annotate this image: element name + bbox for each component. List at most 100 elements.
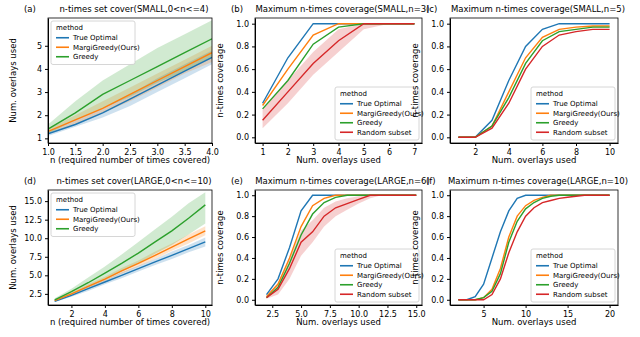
x-tick: 15.0 — [408, 305, 426, 319]
legend-swatch — [56, 228, 69, 230]
legend-label: True Optimal — [72, 206, 118, 214]
y-axis-title: n-times coverage — [215, 210, 225, 284]
x-axis-line — [256, 305, 423, 306]
y-tick: 0.0 — [236, 133, 255, 142]
panel-label: (e) — [231, 176, 243, 186]
y-tick: 0.6 — [431, 233, 450, 242]
x-tick-label: 12.5 — [379, 310, 397, 319]
panel: 51015200.00.20.40.60.81.0Maximum n-times… — [410, 176, 628, 327]
y-tick-label: 1 — [37, 134, 42, 143]
y-tick-mark — [447, 115, 450, 116]
y-axis-title: n-times coverage — [410, 210, 420, 284]
x-tick-label: 10 — [605, 148, 615, 157]
y-tick: 0.6 — [236, 65, 255, 74]
y-tick: 0.4 — [236, 254, 255, 263]
x-tick-mark — [387, 305, 388, 308]
x-tick-mark — [313, 143, 314, 146]
x-tick: 1 — [261, 143, 266, 157]
y-tick-label: 0.4 — [236, 254, 249, 263]
y-tick-label: 0.4 — [236, 88, 249, 97]
legend-swatch — [536, 293, 549, 295]
x-tick: 20 — [605, 305, 615, 319]
x-tick: 5 — [482, 305, 487, 319]
legend-label: Random subset — [357, 129, 412, 137]
y-tick-mark — [252, 279, 255, 280]
y-axis: 2.55.07.510.012.515.0 — [24, 191, 48, 306]
y-tick: 0.8 — [431, 42, 450, 51]
legend-swatch — [340, 274, 353, 276]
y-tick-label: 0.2 — [431, 111, 444, 120]
legend-title: method — [56, 24, 83, 32]
y-tick-mark — [447, 300, 450, 301]
legend-label: True Optimal — [552, 100, 598, 108]
x-axis-title: Num. overlays used — [492, 155, 577, 165]
y-axis-line — [255, 191, 256, 306]
y-tick: 0.0 — [431, 296, 450, 305]
plot-marks — [48, 20, 212, 136]
y-tick-label: 0.2 — [236, 111, 249, 120]
x-tick-mark — [212, 143, 213, 146]
x-tick-label: 1 — [261, 148, 266, 157]
y-tick: 0.6 — [236, 233, 255, 242]
panel-label: (f) — [426, 176, 436, 186]
legend-swatch — [340, 284, 353, 286]
x-tick-mark — [610, 305, 611, 308]
chart-title: n-times set cover(LARGE,0<n<=10) — [56, 176, 211, 186]
y-tick-mark — [447, 258, 450, 259]
x-tick: 2 — [473, 143, 478, 157]
x-tick: 2 — [286, 143, 291, 157]
x-tick-mark — [610, 143, 611, 146]
y-axis-line — [255, 19, 256, 144]
y-tick-label: 2.5 — [29, 290, 42, 299]
y-axis-title: n-times coverage — [410, 43, 420, 117]
plot-frame — [255, 18, 422, 143]
y-tick: 5 — [37, 42, 48, 51]
y-tick-label: 1.0 — [236, 20, 249, 29]
legend-label: Greedy — [553, 281, 578, 289]
y-tick-mark — [45, 201, 48, 202]
y-tick: 1.0 — [236, 20, 255, 29]
y-tick-label: 1.0 — [236, 191, 249, 200]
chart-title: Maximum n-times coverage(LARGE,n=10) — [448, 176, 628, 186]
x-tick-mark — [484, 305, 485, 308]
legend-swatch — [340, 122, 353, 124]
y-tick: 0.8 — [236, 42, 255, 51]
y-tick-label: 4 — [37, 65, 42, 74]
panel-label: (d) — [24, 176, 36, 186]
x-tick-mark — [263, 143, 264, 146]
y-tick-mark — [45, 92, 48, 93]
x-tick: 10 — [605, 143, 615, 157]
y-axis-line — [48, 19, 49, 144]
legend-swatch — [56, 209, 69, 211]
legend-label: True Optimal — [356, 100, 402, 108]
x-tick-mark — [138, 305, 139, 308]
y-tick: 2 — [37, 111, 48, 120]
y-tick: 0.2 — [236, 275, 255, 284]
y-tick-label: 2 — [37, 111, 42, 120]
y-tick: 10.0 — [24, 234, 48, 243]
y-tick-mark — [447, 69, 450, 70]
legend-label: True Optimal — [72, 34, 118, 42]
y-tick-label: 1.0 — [431, 20, 444, 29]
y-tick-label: 15.0 — [24, 197, 42, 206]
y-tick-mark — [252, 115, 255, 116]
y-tick-label: 5.0 — [29, 271, 42, 280]
y-tick-label: 0.8 — [236, 212, 249, 221]
panel-label: (c) — [426, 4, 437, 14]
y-tick-label: 12.5 — [24, 216, 42, 225]
y-tick: 0.6 — [431, 65, 450, 74]
y-tick-label: 0.0 — [236, 133, 249, 142]
y-tick-label: 0.4 — [431, 88, 444, 97]
y-tick-mark — [252, 300, 255, 301]
plot-frame — [450, 190, 618, 305]
y-tick: 0.2 — [236, 111, 255, 120]
y-tick-label: 0.0 — [431, 296, 444, 305]
x-tick: 6 — [387, 143, 392, 157]
x-tick: 2.5 — [266, 305, 279, 319]
legend-swatch — [536, 265, 549, 267]
x-tick-mark — [130, 143, 131, 146]
x-tick-mark — [475, 143, 476, 146]
x-tick-mark — [576, 143, 577, 146]
x-axis-title: Num. overlays used — [296, 317, 381, 327]
x-tick-mark — [288, 143, 289, 146]
